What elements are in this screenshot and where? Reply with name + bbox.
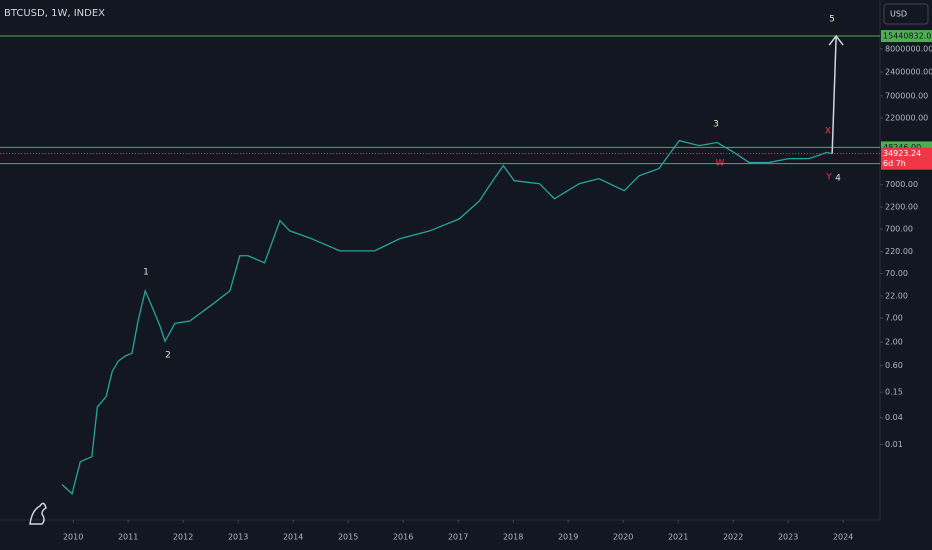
x-tick-label: 2020 — [613, 533, 633, 542]
y-tick-label: 7.00 — [885, 314, 903, 323]
x-tick-label: 2012 — [173, 533, 193, 542]
countdown-label: 6d 7h — [883, 159, 906, 168]
x-tick-label: 2015 — [338, 533, 358, 542]
x-tick-label: 2013 — [228, 533, 248, 542]
x-tick-label: 2016 — [393, 533, 413, 542]
y-tick-label: 700.00 — [885, 225, 913, 234]
price-line-box — [881, 30, 932, 43]
y-tick-label: 22.00 — [885, 291, 908, 300]
y-tick-label: 220.00 — [885, 247, 913, 256]
wave-label: 5 — [829, 15, 835, 25]
wave-label: Y — [825, 173, 832, 183]
y-tick-label: 8000000.00 — [885, 44, 932, 53]
x-tick-label: 2017 — [448, 533, 468, 542]
y-tick-label: 220000.00 — [885, 114, 928, 123]
logo-shape — [29, 502, 47, 525]
y-tick-label: 7000.00 — [885, 180, 918, 189]
chart-title: BTCUSD, 1W, INDEX — [4, 8, 105, 19]
y-tick-label: 70.00 — [885, 269, 908, 278]
currency-button[interactable] — [883, 3, 929, 25]
wave-label: 4 — [835, 174, 841, 184]
y-tick-label: 2400000.00 — [885, 67, 932, 76]
logo — [29, 502, 47, 525]
price-line — [61, 139, 833, 495]
currency-label[interactable]: USD — [890, 10, 907, 19]
arrow-head — [828, 34, 844, 46]
y-tick-label: 2.00 — [885, 338, 903, 347]
price-line-label: 48246.00 — [883, 143, 921, 152]
y-tick-label: 700000.00 — [885, 91, 928, 100]
x-tick-label: 2021 — [668, 533, 688, 542]
x-tick-label: 2022 — [723, 533, 743, 542]
projection-arrow — [831, 36, 837, 154]
y-tick-label: 0.04 — [885, 413, 903, 422]
x-tick-label: 2011 — [118, 533, 138, 542]
y-tick-label: 2200.00 — [885, 203, 918, 212]
current-price-box — [881, 147, 932, 170]
x-tick-label: 2023 — [778, 533, 798, 542]
y-tick-label: 0.60 — [885, 361, 903, 370]
x-tick-label: 2014 — [283, 533, 303, 542]
wave-label: 3 — [713, 120, 719, 130]
wave-label: 1 — [143, 268, 149, 278]
price-line-label: 15440832.00 — [883, 32, 932, 41]
x-tick-label: 2018 — [503, 533, 523, 542]
wave-label: X — [825, 127, 831, 137]
wave-label: 2 — [165, 351, 171, 361]
current-price-label: 34923.24 — [883, 149, 921, 158]
x-tick-label: 2024 — [833, 533, 853, 542]
y-tick-label: 0.01 — [885, 440, 903, 449]
x-tick-label: 2019 — [558, 533, 578, 542]
y-tick-label: 0.15 — [885, 388, 903, 397]
x-tick-label: 2010 — [63, 533, 83, 542]
